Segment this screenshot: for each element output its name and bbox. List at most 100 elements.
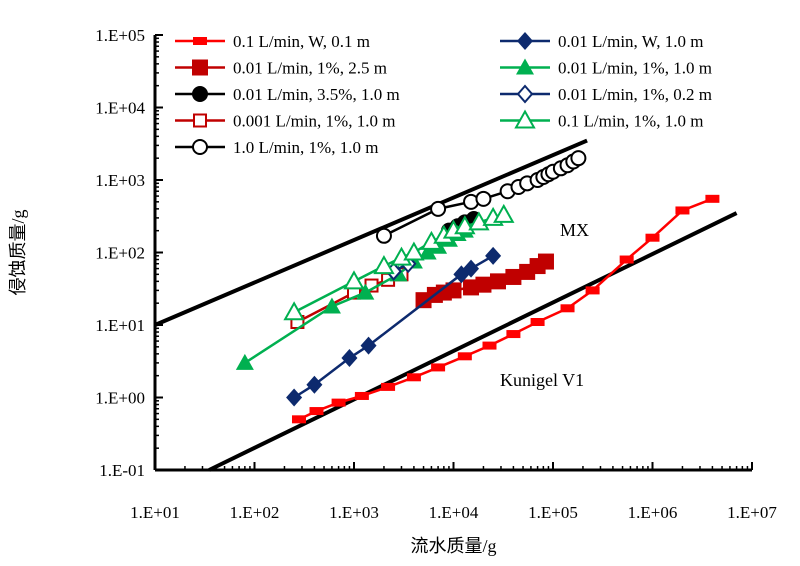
series-4 [375, 150, 587, 244]
y-tick-label: 1.E+01 [95, 316, 145, 335]
data-point [645, 233, 660, 242]
reference-lines [154, 138, 738, 472]
legend-label: 0.01 L/min, W, 1.0 m [558, 32, 703, 51]
legend-label: 0.01 L/min, 1%, 2.5 m [233, 59, 387, 78]
reference-line [154, 138, 588, 327]
data-point [463, 279, 480, 296]
data-point [505, 268, 522, 285]
data-point [192, 139, 208, 155]
x-tick-label: 1.E+06 [628, 503, 678, 522]
annotation-kunigel: Kunigel V1 [500, 370, 584, 390]
data-point [514, 109, 536, 129]
data-point [517, 32, 533, 50]
legend-label: 0.01 L/min, 1%, 0.2 m [558, 85, 712, 104]
data-point [343, 270, 365, 290]
data-point [373, 255, 395, 275]
y-tick-label: 1.E+00 [95, 389, 145, 408]
data-point [705, 194, 720, 203]
data-point [235, 353, 254, 370]
data-point [485, 246, 502, 265]
data-point [354, 391, 369, 400]
axes: 1.E+01 1.E+02 1.E+03 1.E+04 1.E+05 1.E+06 1.E+… [8, 26, 777, 556]
data-point [403, 241, 425, 261]
y-tick-label: 1.E-01 [99, 461, 145, 480]
data-point [430, 200, 447, 217]
legend-label: 0.001 L/min, 1%, 1.0 m [233, 112, 395, 131]
data-point [516, 58, 534, 75]
series-layer [235, 150, 720, 424]
data-point [506, 330, 521, 339]
legend: 0.1 L/min, W, 0.1 m 0.01 L/min, 1%, 2.5 m… [175, 32, 712, 157]
legend-label: 0.01 L/min, 3.5%, 1.0 m [233, 85, 400, 104]
data-point [457, 352, 472, 361]
series-8 [283, 203, 515, 321]
data-point [283, 301, 305, 321]
series-5 [286, 246, 502, 407]
data-point [306, 375, 323, 394]
data-point [530, 317, 545, 326]
data-point [493, 203, 515, 223]
reference-line [208, 211, 738, 472]
data-point [489, 273, 506, 290]
y-axis-title: 侵蚀质量/g [8, 209, 28, 295]
series-0 [291, 194, 720, 424]
legend-label: 1.0 L/min, 1%, 1.0 m [233, 138, 378, 157]
data-point [381, 382, 396, 391]
data-point [482, 341, 497, 350]
data-point [341, 349, 358, 368]
data-point [309, 407, 324, 416]
data-point [322, 297, 341, 314]
data-point [585, 286, 600, 295]
y-tick-label: 1.E+03 [95, 171, 145, 190]
data-point [360, 336, 377, 355]
legend-item: 0.001 L/min, 1%, 1.0 m [175, 112, 395, 131]
data-point [516, 84, 534, 104]
data-point [406, 373, 421, 382]
legend-item: 0.01 L/min, 1%, 0.2 m [500, 84, 712, 104]
data-point [431, 363, 446, 372]
data-point [291, 415, 306, 424]
legend-item: 0.01 L/min, 3.5%, 1.0 m [175, 85, 400, 104]
data-point [475, 276, 492, 293]
annotations: MX Kunigel V1 [500, 220, 589, 390]
legend-item: 0.01 L/min, 1%, 2.5 m [175, 59, 387, 78]
x-axis-title: 流水质量/g [410, 536, 496, 556]
legend-item: 1.0 L/min, 1%, 1.0 m [175, 138, 378, 157]
legend-item: 0.1 L/min, 1%, 1.0 m [500, 109, 703, 131]
data-point [619, 255, 634, 264]
x-tick-label: 1.E+04 [429, 503, 479, 522]
y-tick-label: 1.E+05 [95, 26, 145, 45]
legend-label: 0.1 L/min, 1%, 1.0 m [558, 112, 703, 131]
x-tick-label: 1.E+03 [329, 503, 379, 522]
legend-item: 0.01 L/min, W, 1.0 m [500, 32, 703, 51]
legend-label: 0.1 L/min, W, 0.1 m [233, 32, 370, 51]
data-point [192, 59, 208, 76]
legend-item: 0.1 L/min, W, 0.1 m [175, 32, 370, 51]
annotation-mx: MX [560, 220, 589, 240]
x-tick-label: 1.E+01 [130, 503, 180, 522]
data-point [375, 227, 392, 244]
data-point [356, 283, 375, 300]
data-point [445, 282, 462, 299]
y-tick-label: 1.E+04 [95, 99, 145, 118]
data-point [537, 253, 554, 270]
data-point [475, 190, 492, 207]
data-point [286, 388, 303, 407]
legend-item: 0.01 L/min, 1%, 1.0 m [500, 58, 712, 78]
data-point [570, 150, 587, 167]
data-point [560, 304, 575, 313]
data-point [192, 86, 208, 102]
legend-label: 0.01 L/min, 1%, 1.0 m [558, 59, 712, 78]
data-point [193, 37, 207, 45]
data-point [418, 243, 437, 260]
data-point [675, 206, 690, 215]
y-tick-label: 1.E+02 [95, 244, 145, 263]
x-tick-label: 1.E+02 [230, 503, 280, 522]
data-point [193, 113, 207, 128]
data-point [463, 259, 480, 278]
x-tick-label: 1.E+05 [528, 503, 578, 522]
data-point [331, 398, 346, 407]
x-tick-label: 1.E+07 [727, 503, 777, 522]
